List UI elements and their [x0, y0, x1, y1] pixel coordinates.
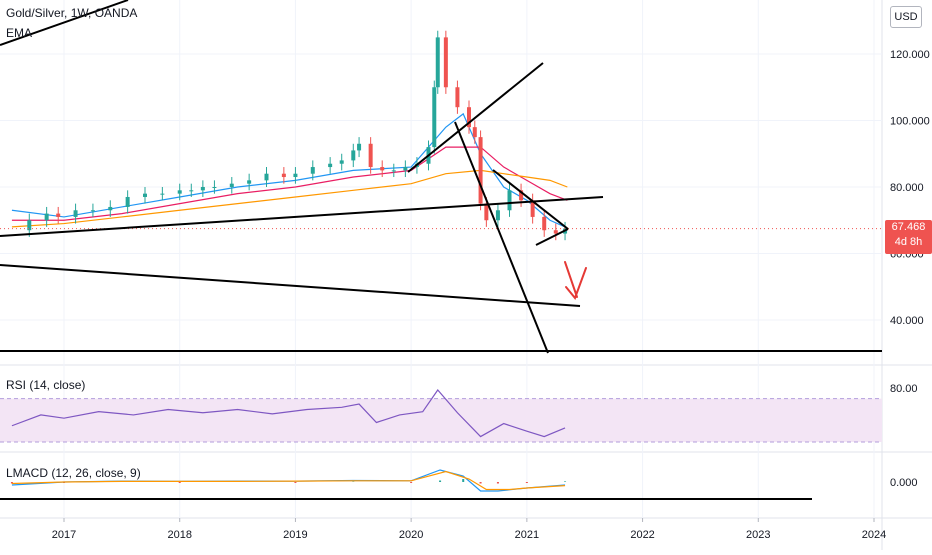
candle-body [91, 210, 95, 211]
candle-body [357, 144, 361, 151]
last-price-countdown: 4d 8h [885, 235, 932, 250]
candle-body [189, 190, 193, 191]
candle-body [369, 144, 373, 167]
candle-body [56, 214, 60, 217]
macd-histogram-bar [179, 482, 181, 483]
candle-body [479, 137, 483, 204]
y-tick-label: 100.000 [890, 116, 930, 128]
trendline-drawing [408, 63, 543, 172]
candle-body [201, 187, 205, 190]
candle-body [282, 174, 286, 177]
candle-body [392, 170, 396, 171]
candle-body [293, 174, 297, 177]
trendline-drawing [0, 265, 580, 306]
macd-histogram-bar [564, 481, 566, 482]
candle-body [311, 167, 315, 174]
x-tick-label: 2020 [399, 529, 423, 541]
x-tick-label: 2019 [283, 529, 307, 541]
macd-histogram-bar [497, 482, 499, 484]
down-arrow-drawing [565, 262, 586, 298]
candle-body [444, 37, 448, 87]
x-tick-label: 2021 [515, 529, 539, 541]
macd-histogram-bar [410, 482, 412, 483]
macd-histogram-bar [480, 482, 482, 484]
candle-body [484, 204, 488, 221]
macd-histogram-bar [526, 482, 528, 483]
candle-body [265, 174, 269, 181]
rsi-band [0, 399, 882, 442]
symbol-title[interactable]: Gold/Silver, 1W, OANDA [6, 6, 137, 20]
candle-body [27, 220, 31, 230]
candle-body [126, 197, 130, 207]
y-tick-label: 40.000 [890, 315, 924, 327]
candle-body [403, 167, 407, 170]
candle-body [351, 150, 355, 160]
candle-body [108, 207, 112, 210]
macd-histogram-bar [439, 481, 441, 483]
candle-body [328, 164, 332, 167]
trendline-drawing [455, 122, 548, 353]
x-tick-label: 2017 [52, 529, 76, 541]
candle-body [436, 37, 440, 87]
candle-body [45, 214, 49, 221]
candle-body [143, 194, 147, 197]
candle-body [496, 210, 500, 220]
macd-pane-label[interactable]: LMACD (12, 26, close, 9) [6, 466, 141, 480]
trendline-drawing [536, 229, 568, 245]
candle-body [178, 190, 182, 193]
x-tick-label: 2024 [862, 529, 886, 541]
macd-histogram-bar [294, 482, 296, 483]
trendline-drawing [0, 197, 603, 236]
rsi-tick-label: 80.00 [890, 383, 918, 395]
candle-body [340, 160, 344, 163]
y-tick-label: 120.000 [890, 49, 930, 61]
y-tick-label: 80.000 [890, 182, 924, 194]
candle-body [160, 194, 164, 195]
ema-indicator-label[interactable]: EMA [6, 26, 32, 40]
candle-body [554, 230, 558, 233]
x-tick-label: 2022 [630, 529, 654, 541]
candle-body [247, 180, 251, 183]
candle-body [473, 127, 477, 137]
candle-body [230, 184, 234, 187]
macd-histogram-bar [462, 479, 464, 482]
rsi-pane-label[interactable]: RSI (14, close) [6, 378, 85, 392]
last-price-value: 67.468 [885, 220, 932, 235]
x-tick-label: 2018 [167, 529, 191, 541]
last-price-tag: 67.468 4d 8h [885, 220, 932, 254]
candle-body [455, 87, 459, 107]
candle-body [432, 87, 436, 147]
candle-body [74, 210, 78, 217]
candle-body [508, 190, 512, 210]
currency-button[interactable]: USD [890, 6, 922, 28]
candle-body [380, 167, 384, 170]
candle-body [212, 187, 216, 188]
macd-tick-label: 0.000 [890, 477, 918, 489]
x-tick-label: 2023 [746, 529, 770, 541]
ema-line [12, 170, 567, 227]
